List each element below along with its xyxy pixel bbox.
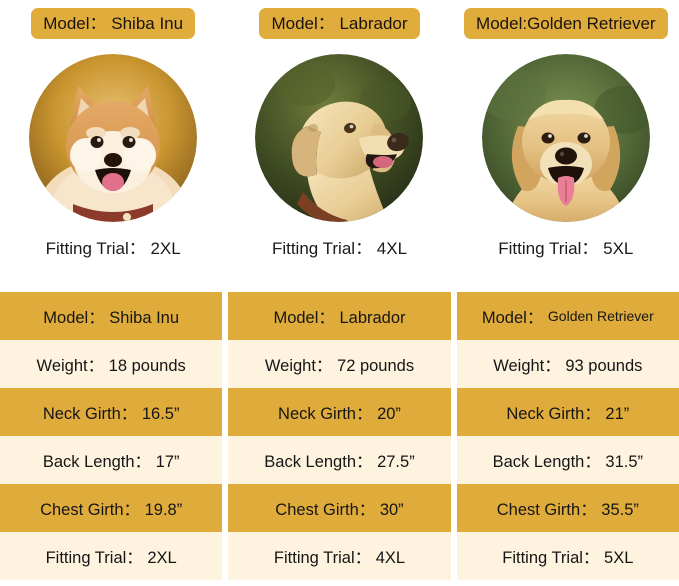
table-row: Model： Shiba Inu Model： Labrador Model： … <box>0 292 679 340</box>
spec-cell-chest-girth-labrador: Chest Girth： 30” <box>228 484 451 532</box>
spec-cell-model-golden-retriever: Model： Golden Retriever <box>456 292 679 340</box>
table-row: Weight： 18 pounds Weight： 72 pounds Weig… <box>0 340 679 388</box>
spec-cell-back-length-golden-retriever: Back Length： 31.5” <box>456 436 679 484</box>
spec-cell-label: Model： <box>481 309 544 327</box>
spec-cell-chest-girth-golden-retriever: Chest Girth： 35.5” <box>456 484 679 532</box>
spec-cell-chest-girth-shiba-inu: Chest Girth： 19.8” <box>0 484 223 532</box>
spec-cell-neck-girth-shiba-inu: Neck Girth： 16.5” <box>0 388 223 436</box>
spec-cell-model-labrador: Model： Labrador <box>228 292 451 340</box>
shiba-inu-photo <box>29 54 198 222</box>
golden-retriever-photo <box>481 54 650 222</box>
spec-cell-weight-shiba-inu: Weight： 18 pounds <box>0 340 223 388</box>
spec-cell-neck-girth-golden-retriever: Neck Girth： 21” <box>456 388 679 436</box>
spec-cell-fitting-trial-labrador: Fitting Trial： 4XL <box>228 532 451 580</box>
table-row: Fitting Trial： 2XL Fitting Trial： 4XL Fi… <box>0 532 679 580</box>
model-card-labrador: Model： Labrador <box>226 0 452 284</box>
spec-cell-back-length-labrador: Back Length： 27.5” <box>228 436 451 484</box>
model-card-shiba-inu: Model： Shiba Inu <box>0 0 226 284</box>
table-row: Back Length： 17” Back Length： 27.5” Back… <box>0 436 679 484</box>
spec-cell-weight-golden-retriever: Weight： 93 pounds <box>456 340 679 388</box>
spec-cell-weight-labrador: Weight： 72 pounds <box>228 340 451 388</box>
fitting-trial-golden-retriever: Fitting Trial： 5XL <box>498 239 634 258</box>
spec-cell-fitting-trial-shiba-inu: Fitting Trial： 2XL <box>0 532 223 580</box>
model-badge-golden-retriever: Model:Golden Retriever <box>464 8 668 39</box>
spec-cell-value: Golden Retriever <box>547 308 654 324</box>
spec-cell-neck-girth-labrador: Neck Girth： 20” <box>228 388 451 436</box>
table-row: Neck Girth： 16.5” Neck Girth： 20” Neck G… <box>0 388 679 436</box>
model-badge-labrador: Model： Labrador <box>259 8 420 39</box>
spec-table: Model： Shiba Inu Model： Labrador Model： … <box>0 292 679 580</box>
model-card-golden-retriever: Model:Golden Retriever <box>453 0 679 284</box>
spec-cell-back-length-shiba-inu: Back Length： 17” <box>0 436 223 484</box>
fitting-trial-labrador: Fitting Trial： 4XL <box>271 239 408 258</box>
labrador-photo <box>255 54 424 222</box>
spec-cell-model-shiba-inu: Model： Shiba Inu <box>0 292 223 340</box>
table-row: Chest Girth： 19.8” Chest Girth： 30” Ches… <box>0 484 679 532</box>
spec-cell-fitting-trial-golden-retriever: Fitting Trial： 5XL <box>456 532 679 580</box>
fitting-trial-shiba-inu: Fitting Trial： 2XL <box>45 239 181 258</box>
model-badge-shiba-inu: Model： Shiba Inu <box>31 8 196 39</box>
model-cards-section: Model： Shiba Inu <box>0 0 679 284</box>
